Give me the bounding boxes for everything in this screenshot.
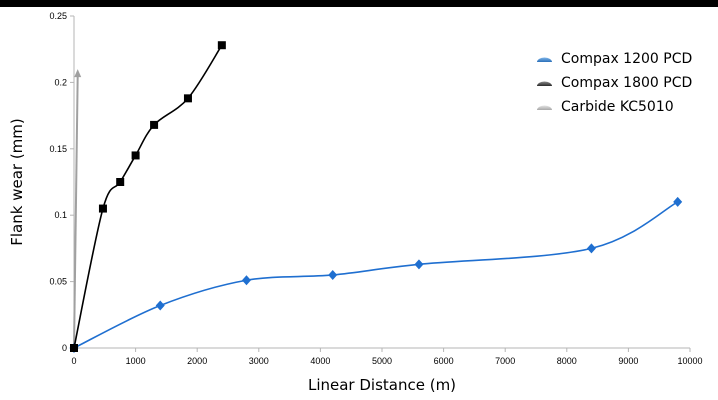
legend-item-compax-1800: Compax 1800 PCD <box>537 75 692 91</box>
x-tick-label: 6000 <box>434 356 454 366</box>
y-tick-label: 0.1 <box>54 210 67 220</box>
x-axis-label: Linear Distance (m) <box>308 376 456 394</box>
data-point <box>131 151 140 160</box>
x-tick-label: 7000 <box>495 356 515 366</box>
y-tick-label: 0 <box>62 343 67 353</box>
y-tick-label: 0.15 <box>49 144 67 154</box>
data-point <box>414 259 424 270</box>
x-tick-label: 3000 <box>249 356 269 366</box>
legend-swatch-compax-1800 <box>537 81 552 86</box>
series-compax-1800-pcd <box>70 41 226 352</box>
series-line <box>73 44 223 349</box>
series-line <box>73 75 79 349</box>
series-compax-1200-pcd <box>69 196 683 353</box>
data-point <box>217 41 226 50</box>
data-point <box>155 300 165 311</box>
data-point <box>673 196 683 207</box>
data-point <box>586 243 596 254</box>
data-point <box>328 269 338 280</box>
x-ticks: 0 1000 2000 3000 4000 5000 6000 7000 8000 9000 100… <box>71 348 703 366</box>
legend-label-compax-1200: Compax 1200 PCD <box>561 51 692 67</box>
legend-label-carbide-kc5010: Carbide KC5010 <box>561 99 674 115</box>
y-tick-label: 0.05 <box>49 277 67 287</box>
x-tick-label: 10000 <box>677 356 702 366</box>
x-tick-label: 8000 <box>557 356 577 366</box>
series-line <box>73 201 679 349</box>
x-tick-label: 9000 <box>618 356 638 366</box>
y-tick-label: 0.2 <box>54 77 67 87</box>
data-point <box>70 344 78 352</box>
legend: Compax 1200 PCD Compax 1800 PCD Carbide … <box>537 51 692 115</box>
series-arrowhead <box>74 69 82 78</box>
data-point <box>98 204 107 213</box>
top-border-bar <box>0 0 718 7</box>
x-tick-label: 1000 <box>126 356 146 366</box>
series-layer <box>69 41 683 353</box>
data-point <box>116 178 125 186</box>
x-tick-label: 5000 <box>372 356 392 366</box>
legend-item-compax-1200: Compax 1200 PCD <box>537 51 692 67</box>
legend-swatch-compax-1200 <box>537 57 552 62</box>
data-point <box>183 94 192 103</box>
legend-item-carbide-kc5010: Carbide KC5010 <box>537 99 674 115</box>
x-tick-label: 0 <box>71 356 76 366</box>
legend-label-compax-1800: Compax 1800 PCD <box>561 75 692 91</box>
legend-swatch-carbide-kc5010 <box>537 105 552 110</box>
data-point <box>150 120 159 129</box>
data-point <box>241 275 251 286</box>
y-tick-label: 0.25 <box>49 11 67 21</box>
series-carbide-kc5010 <box>70 69 82 352</box>
x-tick-label: 4000 <box>310 356 330 366</box>
y-ticks: 0 0.05 0.1 0.15 0.2 0.25 <box>49 11 74 353</box>
y-axis-label: Flank wear (mm) <box>8 118 26 246</box>
x-tick-label: 2000 <box>187 356 207 366</box>
